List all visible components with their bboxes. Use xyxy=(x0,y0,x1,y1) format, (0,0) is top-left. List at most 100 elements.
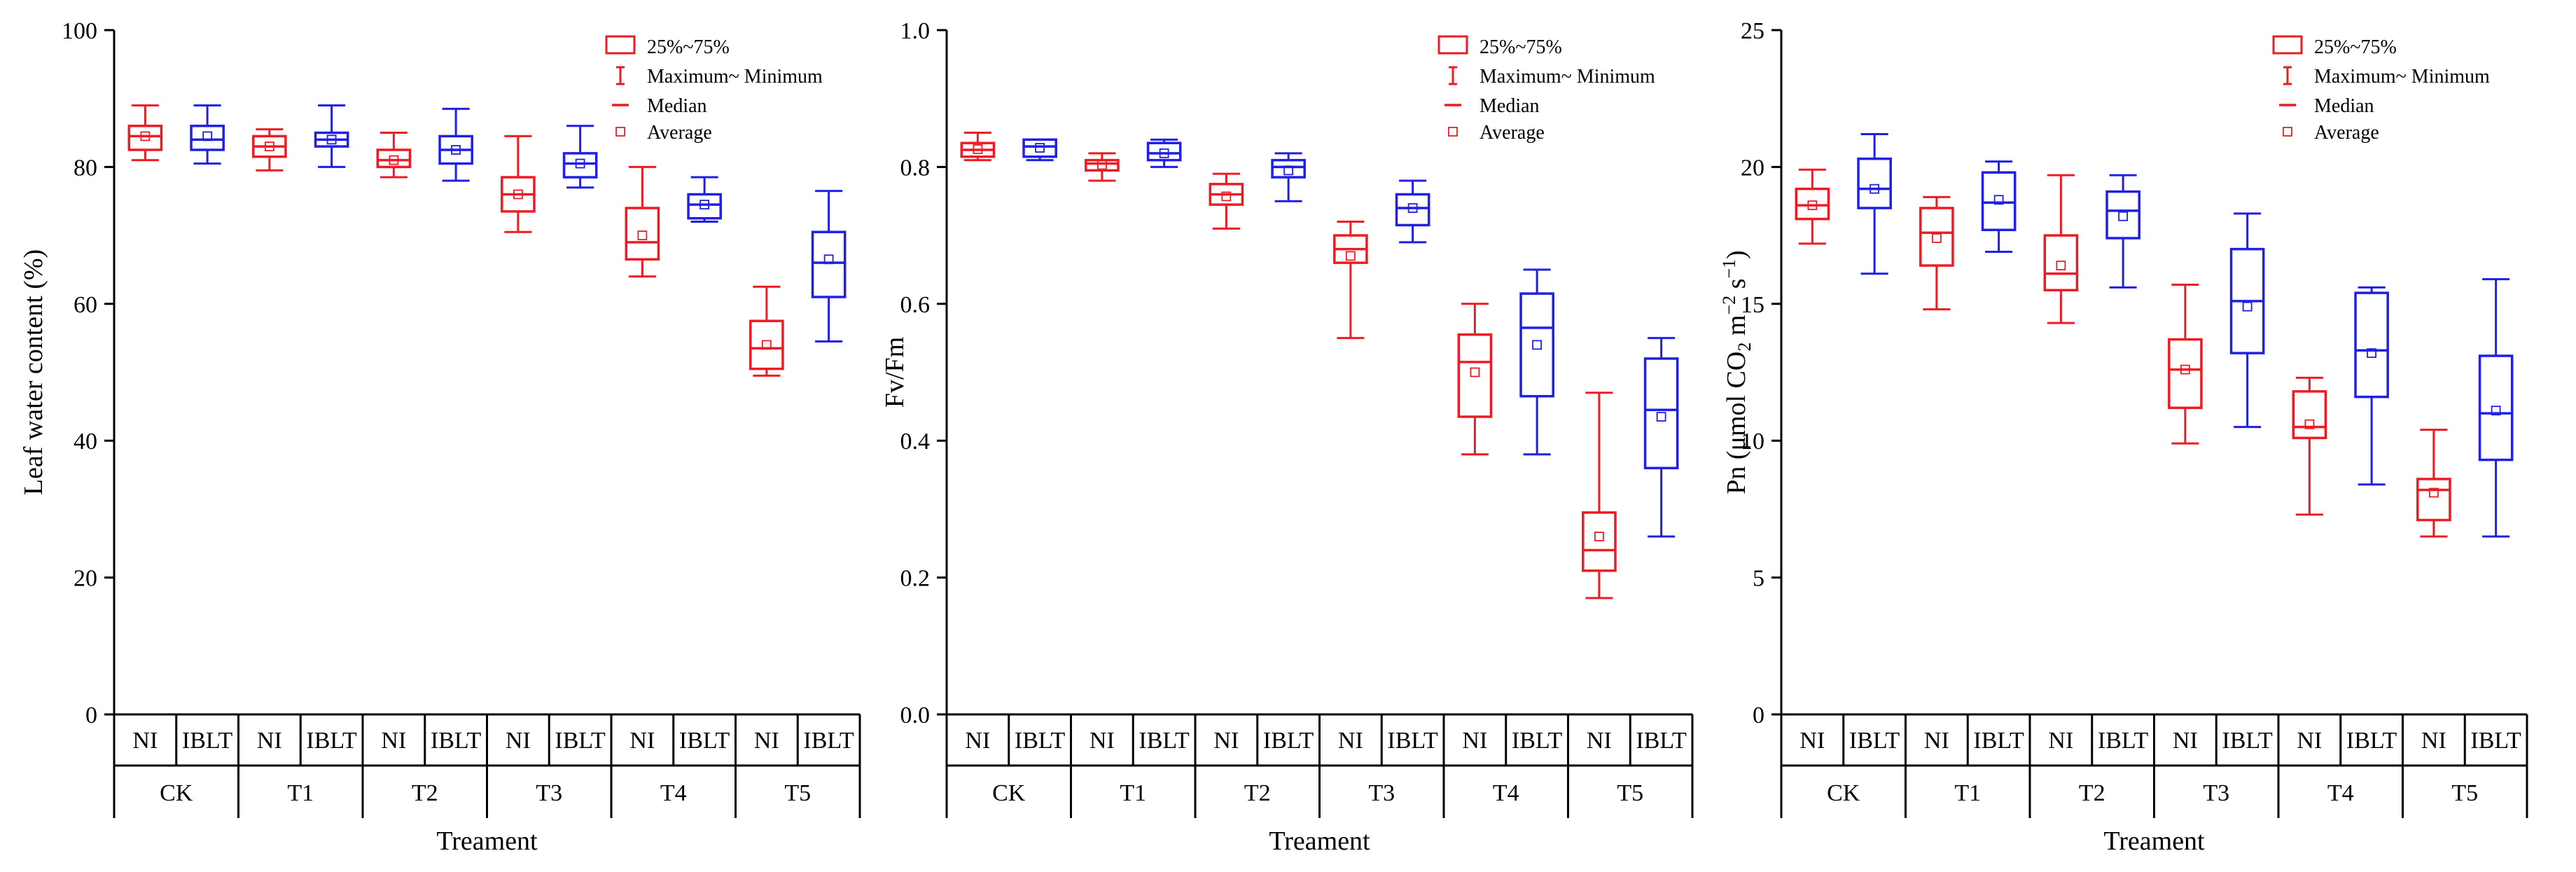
subgroup-label: NI xyxy=(257,728,282,754)
mean-marker xyxy=(1283,165,1294,176)
box-T1-IBLT xyxy=(1146,138,1182,168)
box-T5-IBLT xyxy=(1643,337,1679,538)
subgroup-label: NI xyxy=(965,728,990,754)
y-axis-label-part: Pn (μmol CO xyxy=(1722,352,1751,494)
box-iqr xyxy=(562,152,598,179)
group-label: T5 xyxy=(1617,780,1643,806)
box-iqr xyxy=(749,319,784,371)
chart-panel-1: 0 20 40 60 80 100 Leaf water content (%) NI IBLT… xyxy=(19,18,861,856)
group-label: T5 xyxy=(784,780,811,806)
box-iqr xyxy=(1919,207,1954,267)
box-T5-NI xyxy=(1582,392,1617,600)
group-label: T1 xyxy=(287,780,314,806)
mean-marker xyxy=(1407,203,1418,213)
box-CK-IBLT xyxy=(190,104,225,165)
mean-marker xyxy=(1096,160,1107,170)
box-iqr xyxy=(1857,157,1892,209)
y-axis-label: Pn (μmol CO2 m−2 s−1) xyxy=(1719,250,1755,494)
subgroup-label: NI xyxy=(506,728,531,754)
box-iqr xyxy=(1146,141,1182,162)
subgroup-label: NI xyxy=(754,728,779,754)
box-iqr xyxy=(2478,354,2514,462)
y-tick-label: 10 xyxy=(1741,429,1764,455)
subgroup-label: NI xyxy=(1089,728,1115,754)
legend: 25%~75% Maximum~ Minimum Median Average xyxy=(2272,35,2490,144)
y-tick-label: 20 xyxy=(74,566,97,592)
box-T3-NI xyxy=(501,134,536,233)
box-T3-IBLT xyxy=(562,125,598,189)
mean-marker xyxy=(973,144,983,154)
y-axis-label-part: −2 xyxy=(1719,296,1739,315)
box-iqr xyxy=(1795,187,1830,221)
subgroup-label: IBLT xyxy=(182,728,233,754)
group-label: T3 xyxy=(2203,780,2229,806)
group-label: T4 xyxy=(660,780,687,806)
box-iqr xyxy=(2354,291,2389,399)
subgroup-label: IBLT xyxy=(1139,728,1190,754)
box-T1-NI xyxy=(1919,195,1954,311)
mean-marker xyxy=(451,145,461,155)
mean-marker xyxy=(326,134,337,145)
subgroup-label: NI xyxy=(1924,728,1949,754)
mean-marker xyxy=(699,200,710,210)
box-T4-NI xyxy=(2292,376,2327,516)
mean-marker xyxy=(1345,251,1356,261)
y-axis-label: Leaf water content (%) xyxy=(19,249,48,495)
mean-marker xyxy=(2056,261,2066,270)
group-label: T5 xyxy=(2451,780,2478,806)
group-label: CK xyxy=(992,780,1026,806)
box-T2-IBLT xyxy=(2105,174,2140,289)
y-tick-label: 20 xyxy=(1741,155,1764,181)
box-T2-NI xyxy=(2043,174,2079,324)
mean-marker xyxy=(1993,195,2004,205)
y-tick-label: 5 xyxy=(1753,566,1764,592)
mean-marker xyxy=(1221,191,1232,202)
box-CK-NI xyxy=(1795,168,1830,245)
subgroup-label: IBLT xyxy=(1973,728,2024,754)
box-T4-NI xyxy=(625,165,660,278)
mean-marker xyxy=(1594,532,1604,541)
box-iqr xyxy=(1643,357,1679,470)
y-tick-label: 0.4 xyxy=(900,429,931,455)
box-T3-IBLT xyxy=(2229,212,2265,429)
y-tick-label: 40 xyxy=(74,429,97,455)
mean-marker xyxy=(513,189,523,200)
box-T5-IBLT xyxy=(811,190,847,343)
subgroup-label: IBLT xyxy=(431,728,482,754)
group-label: CK xyxy=(1827,780,1860,806)
x-axis-label: Treament xyxy=(2103,826,2205,856)
y-axis-label-part: s xyxy=(1722,279,1751,296)
box-CK-NI xyxy=(960,132,996,162)
subgroup-label: IBLT xyxy=(2470,728,2521,754)
y-axis-label-part: 2 xyxy=(1734,342,1755,352)
subgroup-label: IBLT xyxy=(803,728,854,754)
mean-marker xyxy=(1035,143,1045,153)
legend-label-average: Average xyxy=(1480,122,1545,144)
box-CK-NI xyxy=(127,104,163,162)
mean-marker xyxy=(1656,412,1666,422)
box-CK-IBLT xyxy=(1857,133,1892,275)
legend-label-iqr: 25%~75% xyxy=(2314,36,2397,58)
mean-marker xyxy=(2491,406,2501,416)
legend-box-swatch xyxy=(1437,35,1468,55)
subgroup-label: IBLT xyxy=(2098,728,2149,754)
group-label: T1 xyxy=(1954,780,1981,806)
subgroup-label: NI xyxy=(1799,728,1825,754)
subgroup-label: IBLT xyxy=(306,728,357,754)
subgroup-label: NI xyxy=(2173,728,2198,754)
box-iqr xyxy=(1519,292,1554,398)
mean-marker xyxy=(2367,348,2377,359)
box-iqr xyxy=(2105,190,2140,240)
mean-marker xyxy=(2304,419,2315,429)
subgroup-label: NI xyxy=(2297,728,2322,754)
mean-marker xyxy=(264,141,274,151)
box-iqr xyxy=(1022,138,1057,158)
box-iqr xyxy=(127,125,163,151)
legend-label-median: Median xyxy=(647,95,707,117)
subgroup-label: IBLT xyxy=(679,728,730,754)
y-tick-label: 0.8 xyxy=(900,155,931,181)
subgroup-label: IBLT xyxy=(1849,728,1900,754)
box-T3-IBLT xyxy=(1395,179,1430,244)
box-iqr xyxy=(2292,390,2327,440)
box-T4-IBLT xyxy=(687,176,722,223)
